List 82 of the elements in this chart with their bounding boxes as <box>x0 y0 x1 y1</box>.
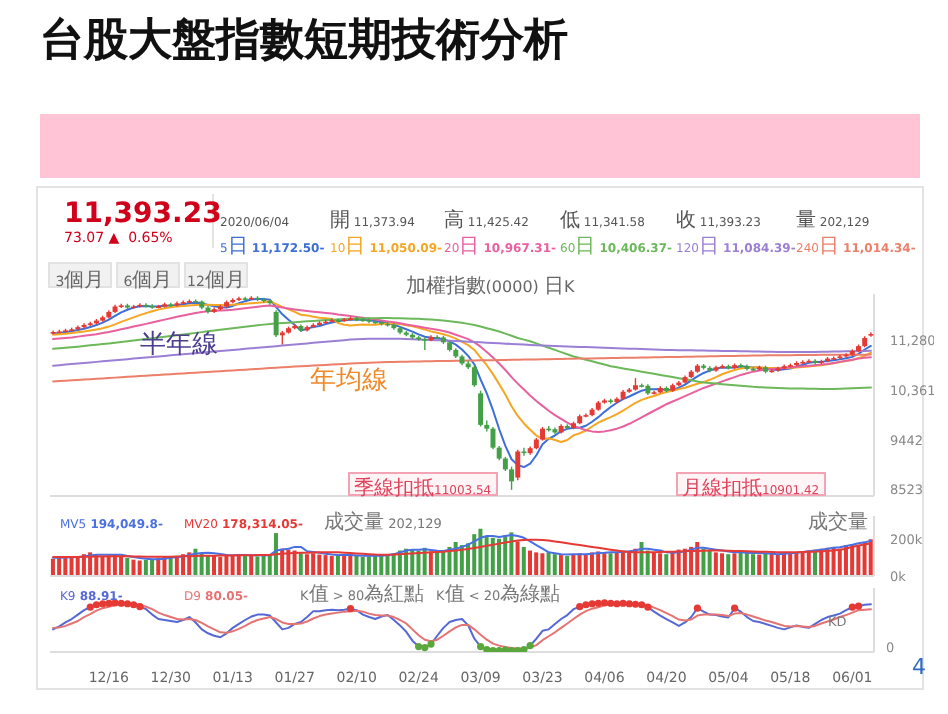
point <box>526 642 534 650</box>
point <box>848 603 856 611</box>
chart-subtitle: 加權指數(0000) 日K <box>405 276 575 298</box>
bar <box>744 552 749 576</box>
bar <box>738 551 743 576</box>
line-series <box>52 317 872 391</box>
point <box>514 646 522 652</box>
bar <box>558 555 563 576</box>
bar <box>143 560 148 576</box>
bar <box>366 556 371 576</box>
point <box>619 599 627 607</box>
point <box>489 646 497 652</box>
bar <box>707 550 712 576</box>
point <box>520 645 528 652</box>
point <box>136 603 144 611</box>
point <box>92 601 101 609</box>
annotation: 成交量 <box>808 512 868 534</box>
point <box>631 600 640 608</box>
point <box>483 645 491 652</box>
point <box>415 642 423 651</box>
point <box>476 642 485 651</box>
bar <box>552 554 557 576</box>
bar <box>354 556 359 576</box>
line-series <box>52 297 872 469</box>
point <box>588 600 596 608</box>
candlestick <box>471 364 477 388</box>
bar <box>571 554 576 576</box>
bar <box>602 552 607 576</box>
point <box>576 603 584 611</box>
bar <box>335 555 340 576</box>
bar <box>360 556 365 576</box>
candlestick <box>515 449 521 481</box>
point <box>501 646 509 652</box>
bar <box>540 553 545 576</box>
text: 4 <box>912 654 926 680</box>
point <box>427 640 435 648</box>
bar <box>242 555 247 576</box>
point <box>600 599 609 607</box>
point <box>86 603 94 611</box>
bar <box>751 554 756 576</box>
point <box>644 603 652 611</box>
bar <box>726 554 731 576</box>
bar <box>546 552 551 576</box>
point <box>625 600 633 608</box>
bar <box>527 550 532 576</box>
bar <box>534 552 539 576</box>
candlestick <box>329 317 335 324</box>
bar <box>583 554 588 576</box>
candlestick <box>812 358 818 366</box>
point <box>421 643 429 652</box>
candlestick <box>521 446 527 457</box>
candlestick <box>422 336 428 351</box>
candlestick <box>478 389 484 428</box>
point <box>613 600 621 608</box>
point <box>346 605 355 613</box>
candlestick <box>273 309 279 338</box>
bar <box>664 554 669 576</box>
point <box>582 601 590 609</box>
point <box>507 646 516 652</box>
point <box>638 601 646 609</box>
candlestick <box>509 465 515 491</box>
point <box>123 600 132 608</box>
point <box>594 599 602 607</box>
chart-title: 台股大盤指數短期技術分析 <box>40 16 568 66</box>
bar <box>763 553 768 576</box>
bar <box>255 556 260 576</box>
bar <box>521 546 526 576</box>
bar <box>490 537 495 576</box>
point <box>495 646 503 652</box>
bar <box>497 538 501 576</box>
point <box>693 604 702 612</box>
annotation: 年均線 <box>310 366 388 396</box>
text: 11,393.23 <box>64 198 222 230</box>
point <box>731 604 739 612</box>
point <box>607 599 615 607</box>
point <box>130 601 138 609</box>
point <box>854 602 863 610</box>
bar <box>125 557 130 576</box>
bar <box>608 553 613 576</box>
bar <box>435 552 440 576</box>
candlestick <box>267 298 273 306</box>
bar <box>565 556 570 576</box>
